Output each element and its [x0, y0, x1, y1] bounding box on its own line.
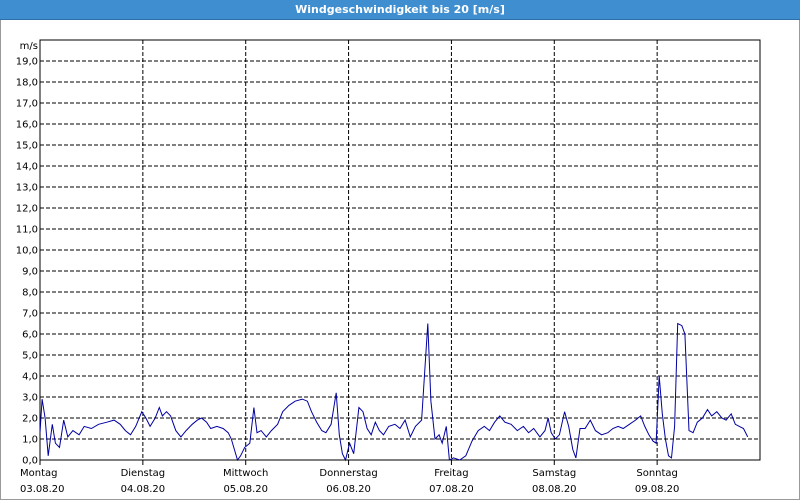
y-tick-label: 15,0	[16, 141, 38, 152]
wind-speed-line-chart: 0,0 1,0 2,0 3,0 4,0 5,0 6,0 7,0 8,0 9,0 10,0 11,0 12…	[16, 39, 761, 495]
x-date-label: 04.08.20	[121, 484, 166, 495]
x-date-label: 08.08.20	[532, 484, 577, 495]
x-day-label: Dienstag	[121, 468, 166, 479]
wind-speed-series-line	[39, 322, 749, 462]
y-tick-label: 10,0	[16, 246, 38, 257]
x-date-label: 09.08.20	[635, 484, 680, 495]
y-tick-label: 16,0	[16, 120, 38, 131]
y-tick-label: 9,0	[22, 267, 38, 278]
x-date-label: 03.08.20	[20, 484, 65, 495]
y-tick-label: 17,0	[16, 99, 38, 110]
y-tick-label: 13,0	[16, 183, 38, 194]
y-tick-label: 5,0	[22, 351, 38, 362]
title-bar: Windgeschwindigkeit bis 20 [m/s]	[0, 0, 800, 20]
y-tick-label: 8,0	[22, 288, 38, 299]
y-tick-label: 18,0	[16, 78, 38, 89]
x-day-label: Donnerstag	[319, 468, 377, 479]
y-axis-tick-labels: 0,0 1,0 2,0 3,0 4,0 5,0 6,0 7,0 8,0 9,0 10,0 11,0 12…	[16, 57, 38, 467]
y-tick-label: 7,0	[22, 309, 38, 320]
y-tick-label: 1,0	[22, 435, 38, 446]
y-tick-label: 4,0	[22, 372, 38, 383]
chart-title: Windgeschwindigkeit bis 20 [m/s]	[295, 3, 505, 16]
x-date-label: 07.08.20	[429, 484, 474, 495]
vertical-gridlines	[142, 40, 658, 460]
y-tick-label: 2,0	[22, 414, 38, 425]
x-day-label: Sonntag	[636, 468, 678, 479]
y-tick-label: 14,0	[16, 162, 38, 173]
y-tick-label: 0,0	[22, 456, 38, 467]
y-tick-label: 3,0	[22, 393, 38, 404]
y-tick-label: 11,0	[16, 225, 38, 236]
x-day-label: Samstag	[532, 468, 576, 479]
y-axis-unit-label: m/s	[20, 41, 38, 52]
x-day-label: Freitag	[434, 468, 468, 479]
x-date-label: 06.08.20	[326, 484, 371, 495]
x-day-label: Mittwoch	[223, 468, 268, 479]
horizontal-gridlines	[40, 60, 760, 440]
x-date-label: 05.08.20	[223, 484, 268, 495]
y-tick-label: 19,0	[16, 57, 38, 68]
x-day-label: Montag	[20, 468, 57, 479]
window-border-left	[0, 20, 1, 500]
x-axis-day-labels: Montag 03.08.20 Dienstag 04.08.20 Mittwoch 05…	[20, 460, 679, 495]
y-tick-label: 12,0	[16, 204, 38, 215]
y-tick-label: 6,0	[22, 330, 38, 341]
